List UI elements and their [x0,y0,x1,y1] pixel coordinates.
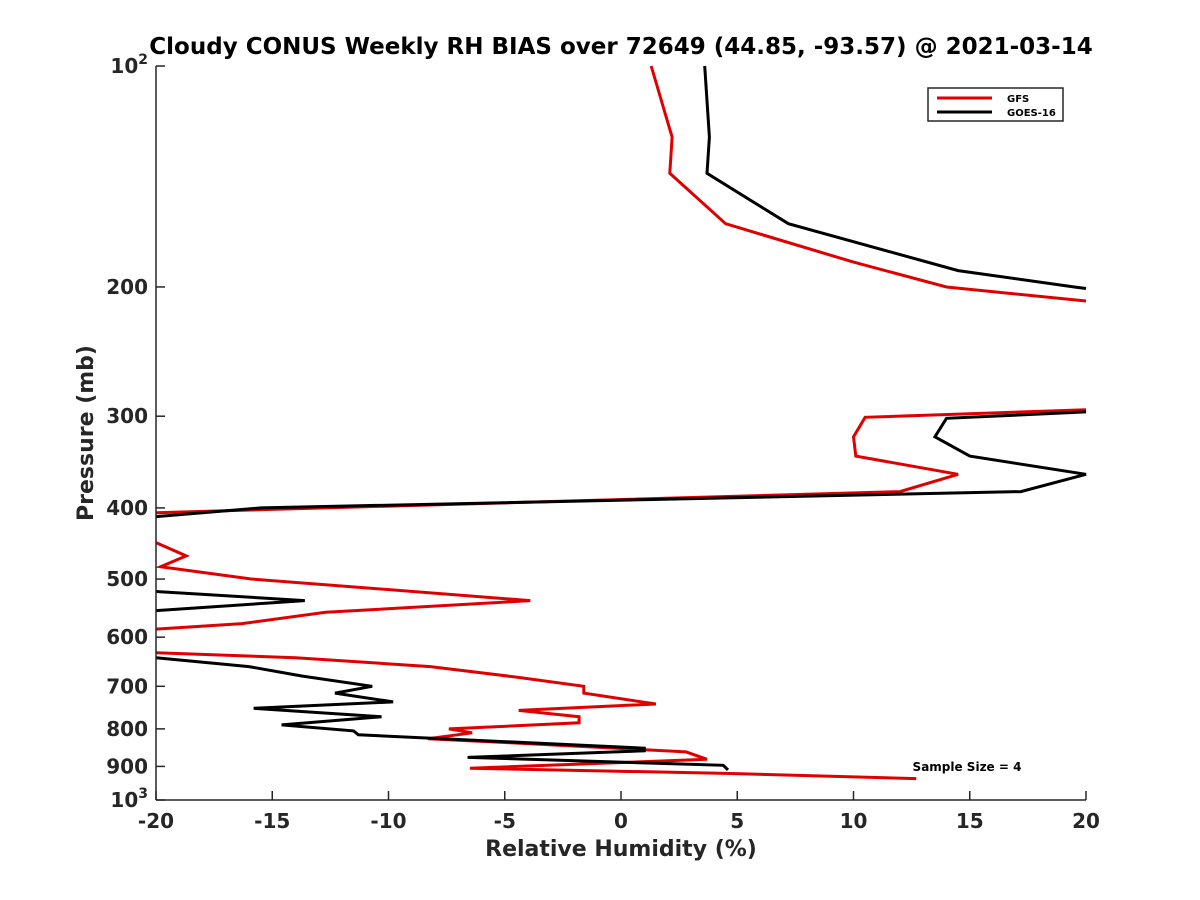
sample-size-annotation: Sample Size = 4 [913,760,1022,774]
x-tick-label: -15 [254,809,290,833]
legend-label: GOES-16 [1007,108,1056,119]
y-tick-label: 500 [106,567,148,591]
x-tick-label: 10 [840,809,868,833]
x-axis-label: Relative Humidity (%) [485,837,757,862]
series-gfs [154,65,1087,781]
series-goes-16 [155,65,1087,771]
y-tick-label: 400 [106,496,148,520]
plot-area [156,66,1086,800]
x-tick-label: 0 [614,809,628,833]
axes-layer: -20 -15 -10 -5 0 5 10 15 20 102 200 300 400 500 600 700… [106,52,1100,833]
y-axis-label: Pressure (mb) [74,345,99,521]
series-line-gfs [154,65,1087,781]
legend: GFS GOES-16 [927,87,1064,122]
plot-background [156,66,1086,800]
y-tick-label: 600 [106,625,148,649]
y-tick-label: 900 [106,754,148,778]
y-tick-label: 103 [110,786,148,812]
y-tick-label: 800 [106,717,148,741]
legend-label: GFS [1007,94,1029,105]
y-tick-label: 300 [106,404,148,428]
chart-title: Cloudy CONUS Weekly RH BIAS over 72649 (… [149,34,1092,60]
series-layer [154,65,1087,781]
y-tick-label: 200 [106,275,148,299]
x-tick-label: 5 [730,809,744,833]
y-tick-label: 700 [106,674,148,698]
x-tick-label: -5 [494,809,516,833]
x-tick-label: 15 [956,809,984,833]
series-line-goes-16 [155,65,1087,771]
x-tick-label: 20 [1072,809,1100,833]
x-tick-label: -20 [138,809,174,833]
x-tick-label: -10 [370,809,406,833]
y-tick-label: 102 [110,52,148,78]
legend-box [927,87,1064,122]
